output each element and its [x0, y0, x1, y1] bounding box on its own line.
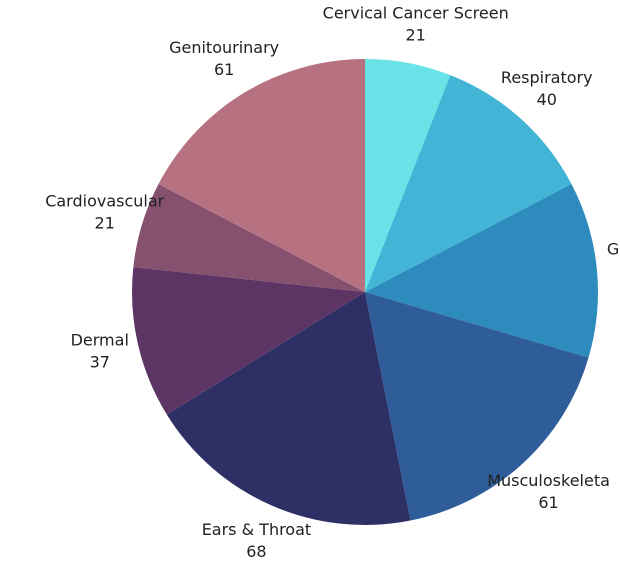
pie-slice — [133, 184, 365, 292]
pie-slice — [365, 292, 589, 521]
pie-slice — [365, 184, 598, 358]
slice-label: Dermal — [71, 331, 129, 350]
pie-slice — [365, 75, 572, 292]
pie-slice — [132, 267, 365, 415]
slice-label: G — [607, 240, 619, 259]
slice-value-label: 68 — [246, 542, 266, 561]
slice-value-label: 21 — [406, 25, 426, 44]
slice-value-label: 61 — [214, 60, 234, 79]
slice-label: Musculoskeleta — [487, 471, 610, 490]
slice-label: Respiratory — [501, 68, 593, 87]
slice-value-label: 40 — [537, 90, 557, 109]
pie-slice — [158, 59, 365, 292]
pie-slice — [365, 59, 451, 292]
slice-label: Cervical Cancer Screen — [323, 3, 509, 22]
slice-value-label: 21 — [95, 214, 115, 233]
slice-label: Genitourinary — [169, 38, 279, 57]
slice-value-label: 61 — [538, 493, 558, 512]
slice-label: Cardiovascular — [45, 192, 164, 211]
pie-slice — [166, 292, 411, 525]
slice-label: Ears & Throat — [202, 520, 311, 539]
slice-value-label: 37 — [90, 353, 110, 372]
